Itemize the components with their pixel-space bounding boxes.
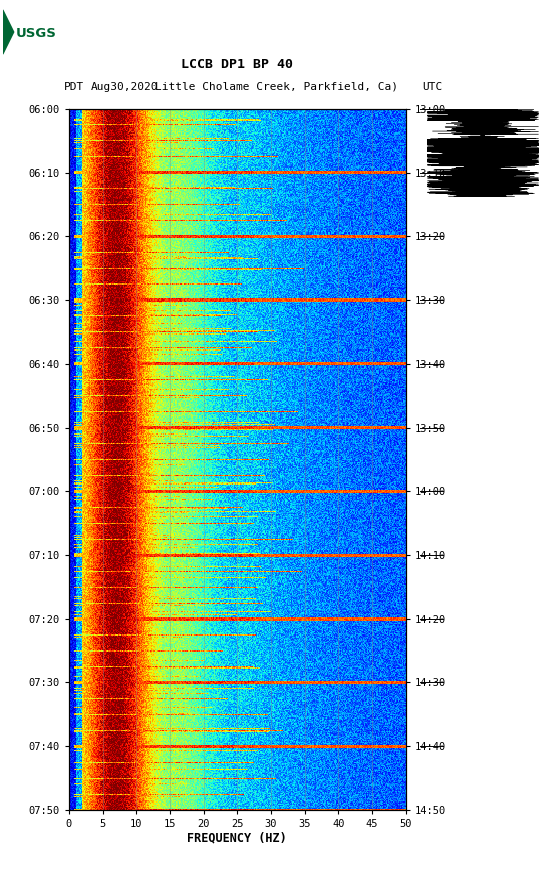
Text: USGS: USGS bbox=[16, 27, 57, 40]
Text: LCCB DP1 BP 40: LCCB DP1 BP 40 bbox=[182, 58, 293, 70]
Text: Little Cholame Creek, Parkfield, Ca): Little Cholame Creek, Parkfield, Ca) bbox=[155, 81, 397, 92]
Text: PDT: PDT bbox=[63, 81, 84, 92]
Polygon shape bbox=[3, 10, 14, 54]
Text: Aug30,2020: Aug30,2020 bbox=[91, 81, 158, 92]
Text: UTC: UTC bbox=[422, 81, 443, 92]
X-axis label: FREQUENCY (HZ): FREQUENCY (HZ) bbox=[188, 831, 287, 845]
